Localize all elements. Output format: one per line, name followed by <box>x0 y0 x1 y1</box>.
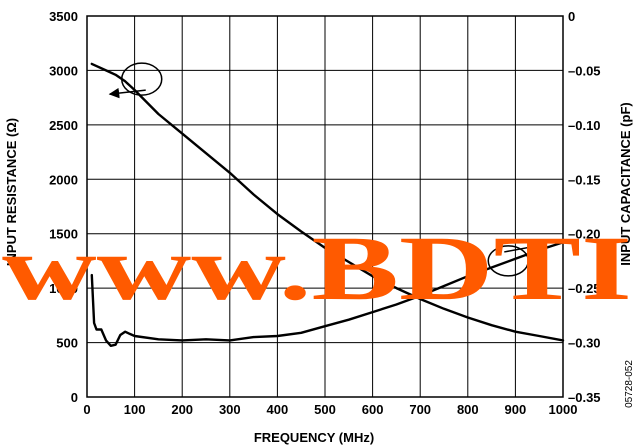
figure-id: 05728-052 <box>624 360 635 408</box>
y-right-tick-label: –0.30 <box>568 336 601 351</box>
plot-frame <box>86 15 564 398</box>
y-left-axis-title: INPUT RESISTANCE (Ω) <box>4 118 19 266</box>
x-tick-label: 0 <box>83 402 90 417</box>
annotations <box>108 62 544 277</box>
y-left-tick-label: 0 <box>71 390 78 405</box>
y-left-tick-label: 1500 <box>49 227 78 242</box>
y-left-axis-ticks: 0 500 1000 1500 2000 2500 3000 3500 <box>49 9 78 405</box>
series-line-input-resistance <box>90 62 565 342</box>
series-group <box>90 62 565 347</box>
x-tick-label: 100 <box>124 402 146 417</box>
x-tick-label: 900 <box>505 402 527 417</box>
grid <box>87 16 563 397</box>
y-right-tick-label: –0.10 <box>568 118 601 133</box>
y-left-tick-label: 3500 <box>49 9 78 24</box>
x-tick-label: 200 <box>171 402 193 417</box>
y-right-axis-title: INPUT CAPACITANCE (pF) <box>618 102 633 265</box>
x-tick-label: 300 <box>219 402 241 417</box>
y-right-tick-label: –0.20 <box>568 227 601 242</box>
y-right-tick-label: –0.25 <box>568 281 601 296</box>
y-left-tick-label: 1000 <box>49 281 78 296</box>
x-axis-title: FREQUENCY (MHz) <box>254 430 374 445</box>
y-right-tick-label: –0.15 <box>568 172 601 187</box>
x-tick-label: 600 <box>362 402 384 417</box>
y-right-tick-label: –0.35 <box>568 390 601 405</box>
y-right-tick-label: 0 <box>568 9 575 24</box>
capacitance-annotation-ellipse <box>487 245 530 277</box>
y-left-tick-label: 2500 <box>49 118 78 133</box>
resistance-axis-arrow <box>108 87 146 99</box>
x-tick-label: 400 <box>267 402 289 417</box>
y-right-axis-ticks: 0 –0.05 –0.10 –0.15 –0.20 –0.25 –0.30 –0.35 <box>568 9 601 405</box>
capacitance-axis-arrow <box>504 241 544 253</box>
x-axis-ticks: 0 100 200 300 400 500 600 700 800 900 1000 <box>83 402 577 417</box>
x-tick-label: 800 <box>457 402 479 417</box>
x-tick-label: 700 <box>409 402 431 417</box>
y-right-tick-label: –0.05 <box>568 63 601 78</box>
resistance-annotation-ellipse <box>120 62 163 96</box>
y-left-tick-label: 2000 <box>49 172 78 187</box>
y-left-tick-label: 500 <box>56 336 78 351</box>
x-tick-label: 1000 <box>549 402 578 417</box>
x-tick-label: 500 <box>314 402 336 417</box>
watermark: www.BDTI <box>2 217 632 319</box>
series-line-input-capacitance <box>90 241 565 347</box>
y-left-tick-label: 3000 <box>49 63 78 78</box>
